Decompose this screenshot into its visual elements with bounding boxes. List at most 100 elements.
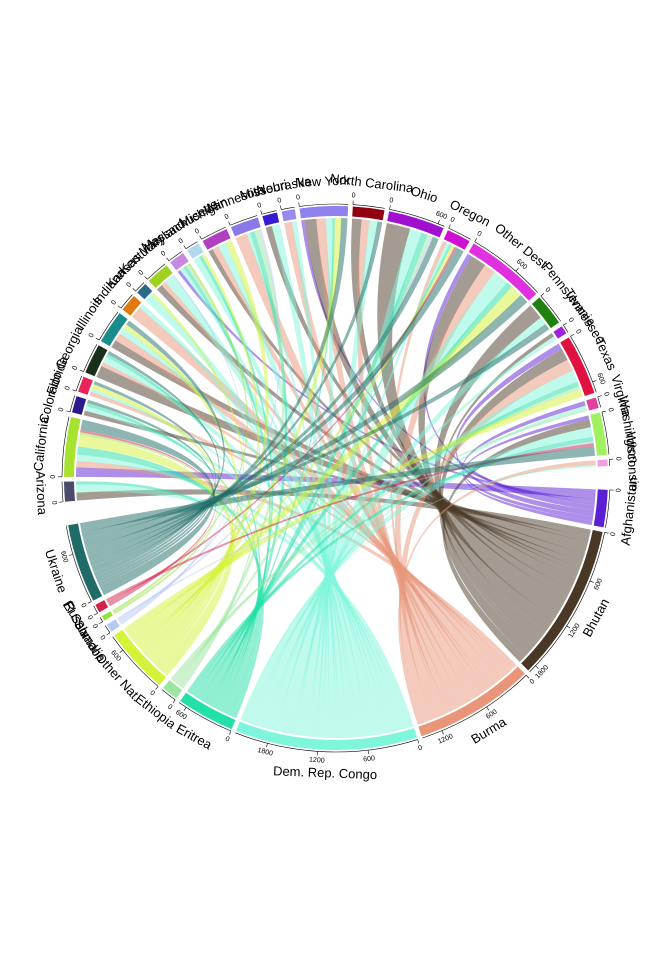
tick-mark (229, 730, 232, 735)
tick-mark (298, 202, 300, 207)
sector-axis (178, 702, 231, 732)
sector-arc (78, 376, 93, 395)
sector-axis (230, 215, 258, 226)
tick-mark (260, 210, 263, 215)
tick-label: 0 (389, 197, 394, 205)
tick-mark (132, 288, 136, 292)
sector-arc (586, 397, 599, 411)
chord (277, 272, 508, 735)
sector-axis (422, 675, 527, 739)
tick-label: 0 (72, 365, 80, 371)
chord (79, 446, 596, 533)
sector-axis (529, 532, 605, 673)
sector-label: Wisconsin (623, 431, 641, 491)
tick-mark (515, 268, 519, 272)
tick-mark (566, 625, 571, 629)
sector-axis (389, 208, 445, 227)
tick-mark (540, 293, 545, 297)
sector-arc (590, 412, 608, 456)
chord (123, 324, 239, 665)
sector-arc (202, 228, 231, 250)
tick-mark (166, 257, 170, 261)
tick-label: 0 (417, 745, 423, 753)
sector-arc (101, 611, 113, 621)
sector-arc (95, 600, 109, 613)
sector-arc (148, 265, 173, 288)
tick-mark (597, 395, 602, 398)
chord (377, 223, 567, 619)
tick-label: 0 (98, 634, 106, 641)
sector-arc (468, 243, 537, 301)
tick-mark (474, 238, 477, 242)
tick-label: 0 (476, 230, 483, 238)
tick-label: 0 (602, 391, 610, 397)
tick-label: 0 (614, 457, 621, 461)
sector-axis (112, 636, 159, 687)
tick-label: 0 (194, 228, 201, 236)
sector-arc (230, 217, 261, 237)
sector-arc (187, 243, 204, 259)
sector-arc (85, 345, 108, 377)
tick-label: 1800 (534, 664, 550, 680)
sector-arc (531, 297, 560, 329)
sector-axis (201, 226, 226, 240)
tick-label: 0 (86, 614, 94, 621)
tick-label: 0 (166, 703, 173, 711)
tick-label: 600 (59, 550, 69, 563)
tick-mark (525, 675, 530, 679)
chord (439, 332, 555, 648)
tick-mark (94, 612, 98, 616)
sector-label: Texas (592, 335, 620, 373)
tick-mark (563, 322, 567, 326)
tick-mark (172, 699, 176, 704)
tick-mark (417, 739, 420, 744)
tick-label: 1200 (309, 757, 325, 765)
tick-label: 0 (50, 475, 57, 479)
sector-arc (597, 459, 608, 467)
sector-label: California (30, 415, 51, 472)
sector-arc (137, 284, 153, 300)
tick-label: 0 (224, 736, 230, 744)
sector-label: North Carolina (329, 171, 415, 196)
tick-label: 0 (574, 328, 582, 335)
chord (398, 359, 573, 724)
sector-arc (236, 721, 418, 751)
tick-mark (87, 601, 92, 604)
chord (131, 307, 500, 688)
sector-arc (68, 523, 103, 601)
tick-mark (183, 245, 187, 249)
chord (128, 286, 521, 645)
chord (76, 481, 264, 719)
chord (291, 220, 329, 738)
tick-mark (68, 554, 73, 556)
tick-mark (183, 707, 187, 711)
tick-mark (589, 580, 594, 583)
tick-label: 0 (257, 202, 263, 210)
tick-label: 0 (160, 250, 167, 258)
tick-label: 0 (125, 281, 133, 289)
sector-axis (99, 617, 103, 622)
tick-mark (486, 706, 490, 711)
chord (93, 381, 217, 583)
tick-label: 1200 (437, 733, 454, 746)
chord (235, 233, 481, 701)
tick-mark (266, 743, 268, 748)
sector-axis (69, 395, 75, 412)
sector-label: Bhutan (579, 596, 612, 639)
tick-label: 0 (178, 237, 185, 245)
tick-label: 600 (593, 578, 604, 592)
sector-axis (61, 416, 70, 477)
tick-mark (155, 686, 159, 690)
tick-label: 0 (449, 216, 456, 224)
sector-axis (605, 489, 611, 528)
tick-mark (144, 276, 148, 280)
sector-axis (75, 375, 82, 392)
sector-arc (418, 666, 525, 737)
sector-arc (64, 416, 81, 477)
sector-arc (352, 206, 385, 221)
tick-label: 0 (148, 690, 156, 698)
sector-arc (387, 211, 444, 238)
sector-axis (61, 481, 64, 502)
